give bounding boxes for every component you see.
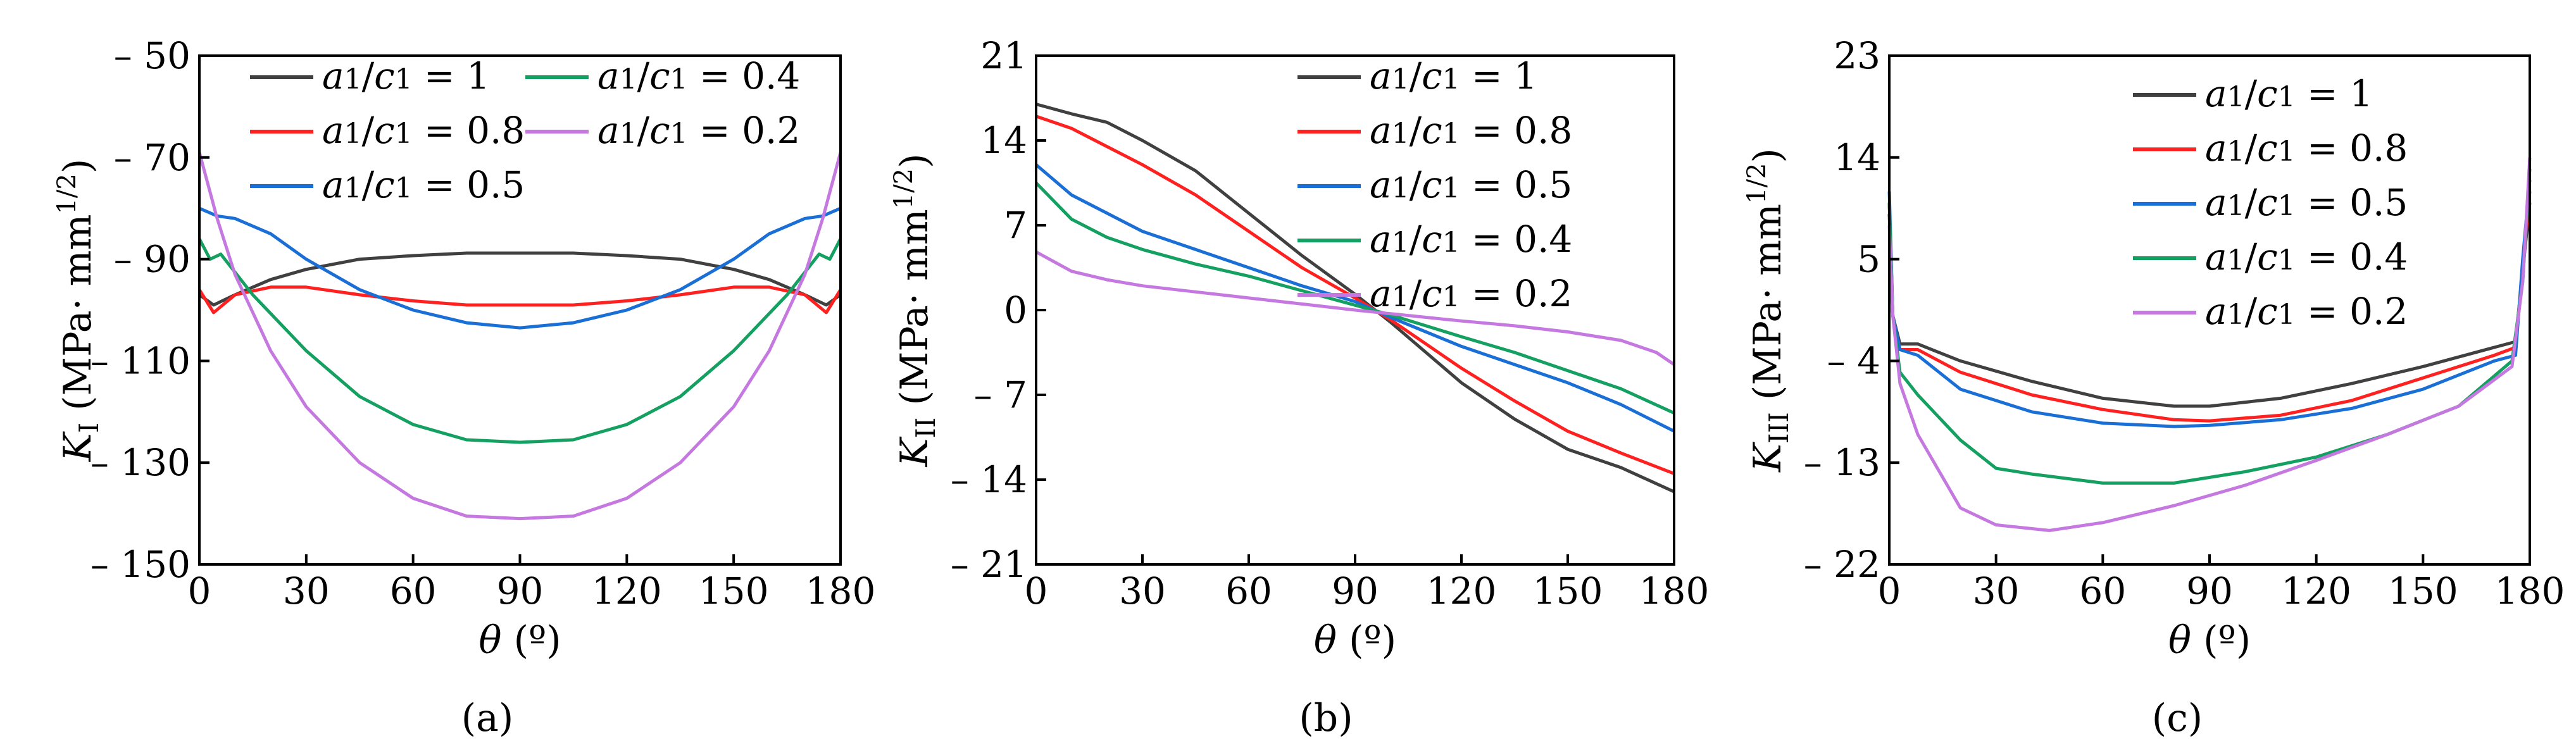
y-tick-label: – 130	[91, 441, 191, 484]
legend-label: a1/c1 = 1	[322, 54, 490, 97]
y-tick-label: – 21	[951, 543, 1027, 586]
x-tick-label: 30	[1973, 569, 2020, 613]
legend-label: a1/c1 = 0.4	[2205, 235, 2408, 278]
y-tick-label: – 110	[91, 339, 191, 382]
x-tick-label: 30	[283, 569, 330, 613]
legend-label: a1/c1 = 0.2	[597, 109, 800, 152]
legend-label: a1/c1 = 0.2	[2205, 290, 2408, 333]
x-tick-label: 60	[390, 569, 437, 613]
legend-label: a1/c1 = 0.4	[597, 54, 800, 97]
legend-label: a1/c1 = 0.5	[322, 163, 525, 206]
x-tick-label: 90	[497, 569, 544, 613]
series-line	[197, 152, 842, 521]
y-tick-label: – 7	[974, 373, 1027, 416]
chart-panel-c: 0 30 60 90 120 150 180 23 14 5 – 4 – 13 – 22 θ (º) KII…	[1742, 34, 2565, 740]
legend-label: a1/c1 = 0.8	[1370, 109, 1572, 152]
x-tick-label: 150	[2388, 569, 2458, 613]
legend-label: a1/c1 = 1	[1370, 54, 1537, 97]
legend-label: a1/c1 = 0.8	[322, 109, 525, 152]
y-tick-label: – 70	[114, 136, 191, 179]
panel-label: (c)	[2152, 696, 2203, 740]
x-tick-label: 120	[1427, 569, 1497, 613]
series-line	[197, 285, 842, 314]
x-tick-label: 0	[1878, 569, 1901, 613]
panel-label: (a)	[461, 696, 514, 740]
x-tick-label: 120	[592, 569, 662, 613]
y-axis-label: KI (MPa· mm1/2)	[53, 159, 104, 463]
x-tick-label: 60	[1225, 569, 1272, 613]
y-tick-label: – 90	[114, 238, 191, 281]
series-line	[1887, 202, 2532, 408]
legend-label: a1/c1 = 0.5	[2205, 181, 2408, 224]
y-tick-label: – 50	[114, 34, 191, 77]
x-tick-label: 60	[2079, 569, 2126, 613]
series-line	[1035, 115, 1675, 475]
x-tick-label: 30	[1119, 569, 1166, 613]
chart-panel-a: 0 30 60 90 120 150 180 – 50 – 70 – 90 – 110 – 130 – …	[53, 34, 875, 740]
y-tick-label: 14	[980, 119, 1027, 162]
y-tick-label: 5	[1857, 238, 1880, 281]
x-tick-label: 180	[806, 569, 876, 613]
x-axis-label: θ (º)	[2168, 618, 2251, 663]
y-tick-label: – 4	[1827, 339, 1880, 382]
series-line	[1035, 163, 1675, 433]
series-line	[1887, 157, 2532, 532]
legend-label: a1/c1 = 0.8	[2205, 127, 2408, 170]
chart-panel-b: 0 30 60 90 120 150 180 21 14 7 0 – 7 – 14 – 21 θ (º) KI…	[889, 34, 1709, 740]
x-tick-label: 180	[2495, 569, 2565, 613]
y-tick-label: 21	[980, 34, 1027, 77]
x-tick-label: 90	[1332, 569, 1379, 613]
y-axis-label: KII (MPa· mm1/2)	[889, 153, 941, 467]
y-tick-label: – 150	[91, 543, 191, 586]
series-line	[198, 251, 842, 307]
y-tick-label: – 13	[1804, 441, 1880, 484]
x-tick-label: 0	[188, 569, 211, 613]
x-tick-label: 150	[1533, 569, 1603, 613]
y-tick-label: 14	[1834, 136, 1880, 179]
x-tick-label: 150	[699, 569, 769, 613]
y-tick-label: – 22	[1804, 543, 1880, 586]
x-axis-label: θ (º)	[1314, 618, 1396, 663]
legend-label: a1/c1 = 1	[2205, 72, 2373, 115]
y-tick-label: 7	[1004, 204, 1027, 247]
x-tick-label: 120	[2281, 569, 2351, 613]
series-line	[1887, 168, 2532, 485]
series-line	[1035, 182, 1675, 414]
series-line	[1887, 180, 2532, 428]
series-line	[1035, 250, 1675, 366]
y-tick-label: 23	[1834, 34, 1880, 77]
series-line	[199, 206, 841, 330]
series-line	[197, 238, 842, 444]
x-axis-label: θ (º)	[478, 618, 561, 663]
y-tick-label: 0	[1004, 289, 1027, 332]
y-tick-label: – 14	[951, 458, 1027, 501]
legend-label: a1/c1 = 0.4	[1370, 218, 1572, 261]
x-tick-label: 90	[2186, 569, 2233, 613]
x-tick-label: 180	[1639, 569, 1710, 613]
series-line	[1887, 191, 2532, 423]
y-axis-label: KIII (MPa· mm1/2)	[1742, 148, 1794, 473]
x-tick-label: 0	[1025, 569, 1048, 613]
legend-label: a1/c1 = 0.2	[1370, 272, 1572, 315]
legend-label: a1/c1 = 0.5	[1370, 163, 1572, 206]
panel-label: (b)	[1299, 696, 1353, 740]
